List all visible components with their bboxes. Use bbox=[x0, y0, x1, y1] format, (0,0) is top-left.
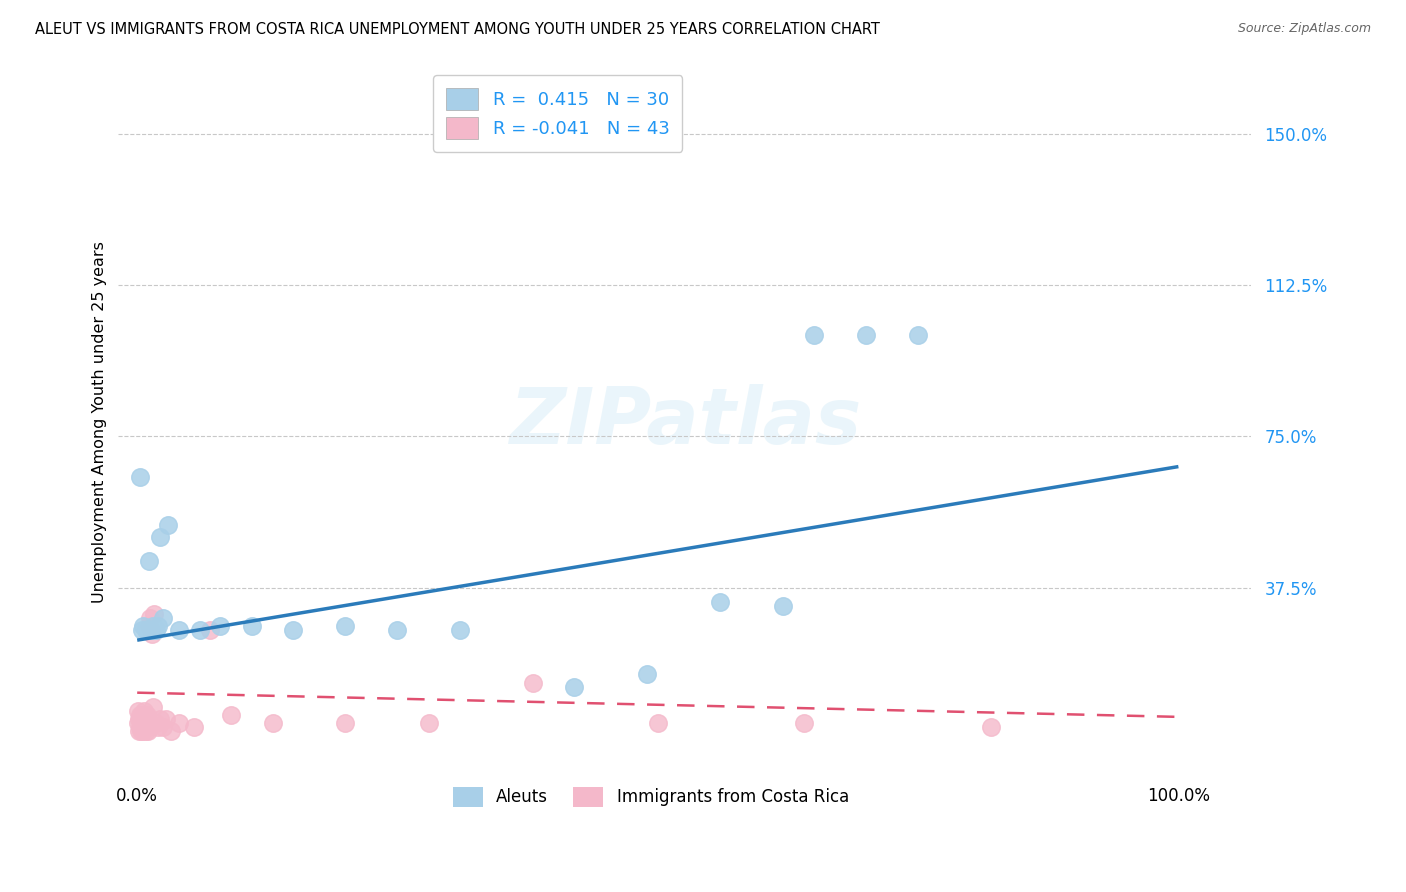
Point bbox=[136, 715, 159, 730]
Point bbox=[167, 623, 190, 637]
Point bbox=[127, 704, 149, 718]
Point bbox=[131, 623, 153, 637]
Point bbox=[647, 715, 669, 730]
Point bbox=[132, 724, 155, 739]
Point bbox=[139, 623, 162, 637]
Point bbox=[129, 707, 152, 722]
Point bbox=[262, 715, 284, 730]
Point bbox=[138, 619, 160, 633]
Point bbox=[131, 724, 153, 739]
Point bbox=[149, 530, 172, 544]
Point bbox=[387, 623, 409, 637]
Text: ZIPatlas: ZIPatlas bbox=[509, 384, 860, 460]
Point bbox=[131, 707, 153, 722]
Point bbox=[135, 707, 157, 722]
Text: ALEUT VS IMMIGRANTS FROM COSTA RICA UNEMPLOYMENT AMONG YOUTH UNDER 25 YEARS CORR: ALEUT VS IMMIGRANTS FROM COSTA RICA UNEM… bbox=[35, 22, 880, 37]
Point bbox=[146, 720, 169, 734]
Point bbox=[131, 715, 153, 730]
Point bbox=[145, 715, 167, 730]
Point bbox=[127, 715, 149, 730]
Point bbox=[418, 715, 440, 730]
Point bbox=[240, 619, 263, 633]
Point bbox=[564, 680, 586, 694]
Point bbox=[131, 720, 153, 734]
Point bbox=[136, 724, 159, 739]
Legend: Aleuts, Immigrants from Costa Rica: Aleuts, Immigrants from Costa Rica bbox=[444, 779, 858, 815]
Point bbox=[803, 328, 825, 343]
Point bbox=[772, 599, 794, 613]
Point bbox=[209, 619, 232, 633]
Point bbox=[793, 715, 815, 730]
Point bbox=[142, 619, 165, 633]
Point bbox=[152, 611, 174, 625]
Point bbox=[134, 720, 156, 734]
Point bbox=[146, 619, 169, 633]
Point bbox=[188, 623, 211, 637]
Point bbox=[980, 720, 1002, 734]
Point bbox=[636, 667, 658, 681]
Point bbox=[138, 623, 160, 637]
Point bbox=[138, 611, 160, 625]
Point bbox=[907, 328, 929, 343]
Point bbox=[335, 619, 357, 633]
Point bbox=[198, 623, 221, 637]
Point bbox=[138, 554, 160, 568]
Point bbox=[709, 595, 731, 609]
Point bbox=[134, 623, 156, 637]
Point bbox=[128, 712, 150, 726]
Point bbox=[134, 712, 156, 726]
Point bbox=[132, 712, 155, 726]
Point bbox=[129, 469, 152, 483]
Point bbox=[129, 720, 152, 734]
Text: Source: ZipAtlas.com: Source: ZipAtlas.com bbox=[1237, 22, 1371, 36]
Point bbox=[335, 715, 357, 730]
Point bbox=[157, 518, 180, 533]
Point bbox=[136, 623, 159, 637]
Point bbox=[142, 607, 165, 621]
Point bbox=[141, 627, 163, 641]
Point bbox=[159, 724, 181, 739]
Point bbox=[449, 623, 471, 637]
Point bbox=[152, 720, 174, 734]
Point bbox=[128, 724, 150, 739]
Point bbox=[155, 712, 177, 726]
Point bbox=[149, 712, 172, 726]
Point bbox=[145, 623, 167, 637]
Point bbox=[855, 328, 877, 343]
Point bbox=[183, 720, 205, 734]
Point bbox=[135, 720, 157, 734]
Point bbox=[522, 675, 544, 690]
Point bbox=[134, 724, 156, 739]
Point bbox=[142, 699, 165, 714]
Y-axis label: Unemployment Among Youth under 25 years: Unemployment Among Youth under 25 years bbox=[93, 241, 107, 603]
Point bbox=[219, 707, 242, 722]
Point bbox=[132, 619, 155, 633]
Point bbox=[167, 715, 190, 730]
Point bbox=[139, 623, 162, 637]
Point bbox=[283, 623, 305, 637]
Point bbox=[134, 704, 156, 718]
Point bbox=[142, 623, 165, 637]
